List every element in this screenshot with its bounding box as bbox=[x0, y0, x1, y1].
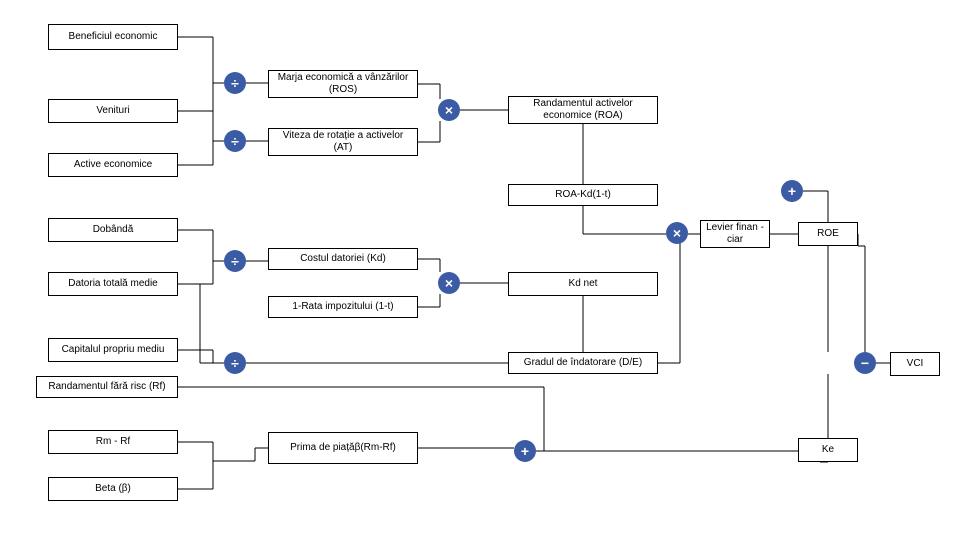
node-roe: ROE bbox=[798, 222, 858, 246]
op-div4: ÷ bbox=[224, 352, 246, 374]
node-venituri: Venituri bbox=[48, 99, 178, 123]
node-kdnet: Kd net bbox=[508, 272, 658, 296]
op-sub1: − bbox=[854, 352, 876, 374]
node-tax: 1-Rata impozitului (1-t) bbox=[268, 296, 418, 318]
node-de: Gradul de îndatorare (D/E) bbox=[508, 352, 658, 374]
op-div3: ÷ bbox=[224, 250, 246, 272]
node-roa: Randamentul activelor economice (ROA) bbox=[508, 96, 658, 124]
node-capital: Capitalul propriu mediu bbox=[48, 338, 178, 362]
node-ke: Ke bbox=[798, 438, 858, 462]
node-levier: Levier finan -ciar bbox=[700, 220, 770, 248]
node-ros: Marja economică a vânzărilor (ROS) bbox=[268, 70, 418, 98]
op-mul3: × bbox=[666, 222, 688, 244]
node-rmrf: Rm - Rf bbox=[48, 430, 178, 454]
op-div1: ÷ bbox=[224, 72, 246, 94]
op-mul2: × bbox=[438, 272, 460, 294]
node-at: Viteza de rotație a activelor (AT) bbox=[268, 128, 418, 156]
node-vci: VCI bbox=[890, 352, 940, 376]
op-mul1: × bbox=[438, 99, 460, 121]
node-roakd: ROA-Kd(1-t) bbox=[508, 184, 658, 206]
op-plus1: + bbox=[514, 440, 536, 462]
op-plus2: + bbox=[781, 180, 803, 202]
node-beta: Beta (β) bbox=[48, 477, 178, 501]
node-dobanda: Dobândă bbox=[48, 218, 178, 242]
node-kd: Costul datoriei (Kd) bbox=[268, 248, 418, 270]
node-prima: Prima de piațăβ(Rm-Rf) bbox=[268, 432, 418, 464]
node-datoria: Datoria totală medie bbox=[48, 272, 178, 296]
node-rf: Randamentul fără risc (Rf) bbox=[36, 376, 178, 398]
node-active: Active economice bbox=[48, 153, 178, 177]
op-div2: ÷ bbox=[224, 130, 246, 152]
node-beneficiul: Beneficiul economic bbox=[48, 24, 178, 50]
